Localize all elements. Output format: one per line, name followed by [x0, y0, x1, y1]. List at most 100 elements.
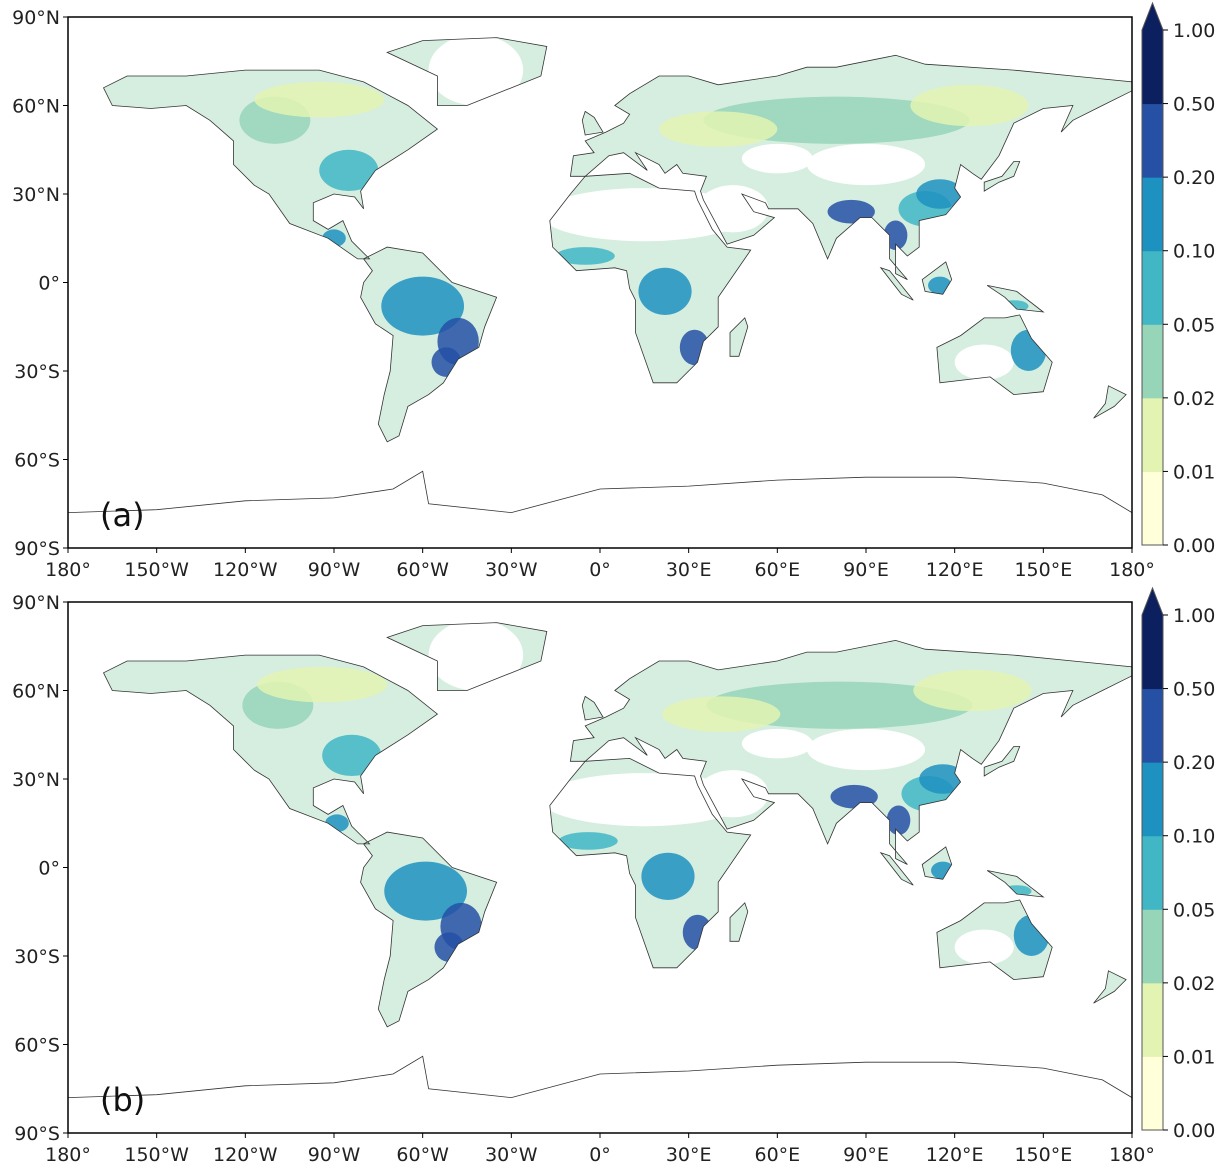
colorbar-tick-label: 0.20 [1173, 752, 1215, 774]
colorbar-tick-label: 0.50 [1173, 94, 1215, 116]
dry-region [428, 37, 524, 106]
coastline-africa [549, 757, 752, 969]
y-tick-label: 60°N [12, 96, 60, 118]
x-tick-label: 60°W [396, 1144, 449, 1166]
hotspot [434, 932, 465, 962]
y-tick-label: 30°N [12, 184, 60, 206]
colorbar-segment [1142, 324, 1163, 399]
coastline-south-america [360, 831, 498, 1028]
coastline-north-america [102, 654, 439, 845]
y-tick-label: 30°S [14, 946, 60, 968]
colorbar-tick-label: 0.10 [1173, 241, 1215, 263]
dry-region [954, 929, 1014, 965]
hotspot [1013, 914, 1050, 956]
dry-region [428, 622, 524, 691]
coastline-north-america [102, 69, 439, 260]
y-tick-label: 0° [38, 273, 60, 295]
colorbar-tick-label: 0.10 [1173, 826, 1215, 848]
x-tick-label: 180° [1109, 1144, 1155, 1166]
x-tick-label: 60°E [754, 559, 800, 581]
panel-label: (b) [100, 1081, 145, 1119]
coastline-south-america [360, 246, 498, 443]
x-tick-label: 180° [45, 1144, 91, 1166]
hotspot [254, 81, 385, 118]
hotspot [384, 861, 467, 921]
hotspot [910, 84, 1029, 127]
hotspot [555, 247, 615, 265]
coastline-greenland [386, 37, 548, 106]
hotspot [641, 852, 695, 900]
x-tick-label: 30°W [485, 559, 538, 581]
y-tick-label: 60°S [14, 1035, 60, 1057]
land-values [103, 622, 1132, 1027]
colorbar-segment [1142, 835, 1163, 910]
coastline-great-britain [581, 110, 604, 136]
panel-label: (a) [100, 496, 145, 534]
coastline-new-guinea [986, 870, 1045, 898]
coastline-new-zealand [1093, 970, 1127, 1004]
x-tick-label: 150°W [124, 1144, 189, 1166]
colorbar-tick-label: 0.00 [1173, 535, 1215, 557]
y-tick-label: 90°S [14, 1123, 60, 1145]
hotspot [830, 784, 878, 809]
y-tick-label: 60°N [12, 681, 60, 703]
y-tick-label: 90°S [14, 538, 60, 560]
hotspot [319, 149, 379, 192]
coastline-sumatra [879, 852, 914, 886]
coastline-australia [936, 899, 1053, 981]
coastline-africa [549, 172, 752, 384]
coastline-great-britain [581, 695, 604, 721]
hotspot [381, 276, 465, 336]
x-tick-label: 90°E [843, 1144, 889, 1166]
dry-region [741, 143, 813, 174]
y-tick-label: 30°S [14, 361, 60, 383]
hotspot [558, 832, 618, 850]
x-tick-label: 120°E [926, 559, 984, 581]
colorbar-tick-label: 0.50 [1173, 679, 1215, 701]
x-tick-label: 90°W [308, 1144, 361, 1166]
colorbar-segment [1142, 471, 1163, 546]
colorbar-segment [1142, 103, 1163, 178]
y-tick-label: 90°N [12, 592, 60, 614]
x-tick-label: 120°W [213, 1144, 278, 1166]
x-tick-label: 30°E [666, 1144, 712, 1166]
hotspot [916, 179, 964, 209]
land-values [103, 37, 1132, 442]
x-tick-label: 180° [1109, 559, 1155, 581]
colorbar-segment [1142, 177, 1163, 252]
colorbar-tick-label: 0.00 [1173, 1120, 1215, 1142]
x-tick-label: 150°E [1014, 1144, 1072, 1166]
coastline-antarctica [67, 470, 1133, 514]
coastline-madagascar [729, 902, 749, 942]
x-tick-label: 0° [589, 1144, 611, 1166]
colorbar-tick-label: 0.02 [1173, 388, 1215, 410]
colorbar-tick-label: 0.05 [1173, 314, 1215, 336]
x-tick-label: 60°E [754, 1144, 800, 1166]
colorbar-tick-label: 0.05 [1173, 899, 1215, 921]
colorbar-tick-label: 0.20 [1173, 167, 1215, 189]
x-tick-label: 120°W [213, 559, 278, 581]
hotspot [931, 861, 955, 880]
x-tick-label: 150°E [1014, 559, 1072, 581]
dry-region [806, 728, 926, 771]
hotspot [322, 734, 382, 777]
colorbar-segment [1142, 397, 1163, 472]
y-tick-label: 60°S [14, 450, 60, 472]
map-panel-a: (a) 180° 150°W 120°W 90°W 60°W 30°W 0° 30°E 60°E 9… [12, 1, 1215, 581]
x-tick-label: 150°W [124, 559, 189, 581]
colorbar-tick-label: 0.02 [1173, 973, 1215, 995]
hotspot [827, 199, 875, 224]
x-tick-label: 120°E [926, 1144, 984, 1166]
y-tick-label: 90°N [12, 7, 60, 29]
colorbar-segment [1142, 982, 1163, 1057]
colorbar-segment [1142, 30, 1163, 105]
y-tick-label: 30°N [12, 769, 60, 791]
x-tick-label: 30°E [666, 559, 712, 581]
hotspot [257, 666, 388, 703]
colorbar-tick-label: 0.01 [1173, 1046, 1215, 1068]
dry-region [954, 344, 1014, 380]
colorbar-tick-label: 1.00 [1173, 20, 1215, 42]
map-panel-b: (b) 180° 150°W 120°W 90°W 60°W 30°W 0° 30°E 60°E 9… [12, 586, 1215, 1166]
hotspot [322, 229, 346, 248]
dry-region [540, 188, 748, 242]
